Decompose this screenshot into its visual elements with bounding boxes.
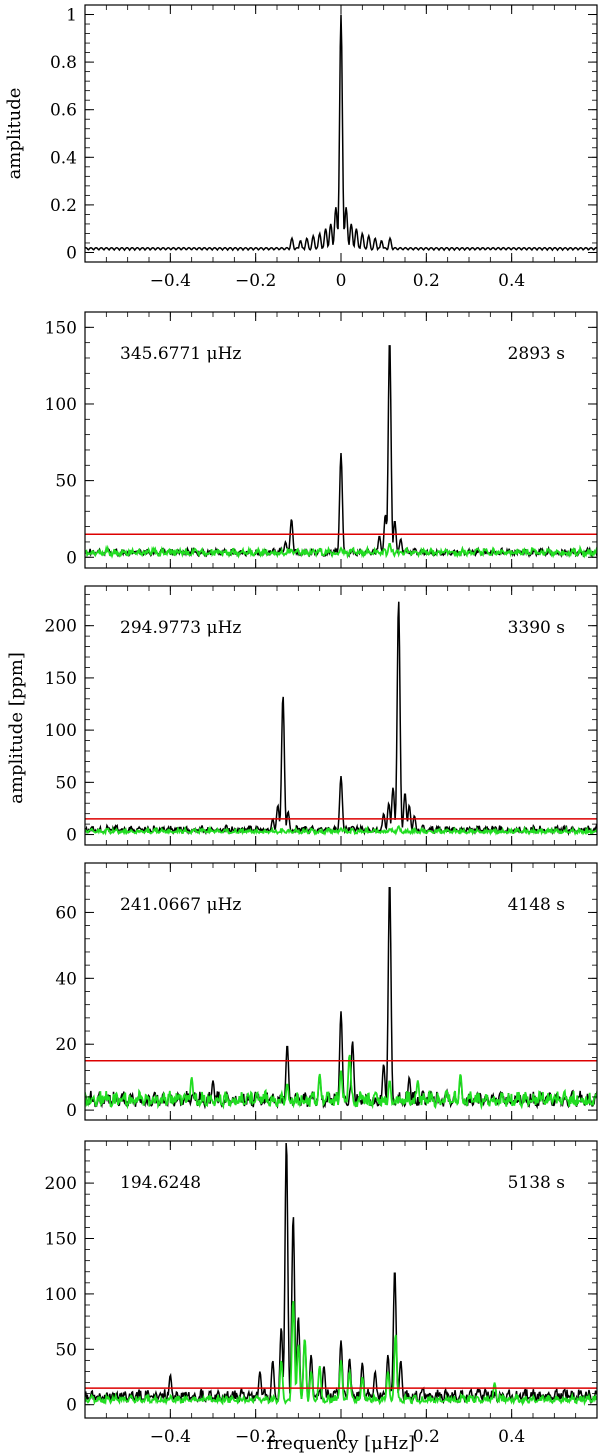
mode-3-residual-line <box>85 1054 597 1111</box>
mode-2-period-label: 3390 s <box>508 618 565 638</box>
x-tick-label: −0.2 <box>235 1427 276 1447</box>
y-tick-label: 150 <box>45 669 77 689</box>
x-tick-label: 0.4 <box>498 1427 525 1447</box>
y-tick-label: 60 <box>55 903 77 923</box>
y-tick-label: 50 <box>55 1340 77 1360</box>
spectral-window-panel: 0 0.2 0.4 0.6 0.8 1 −0.4 −0.2 0 0.2 0.4 amplitude <box>4 4 598 291</box>
y-tick-label: 50 <box>55 472 77 492</box>
mode-1-frequency-label: 345.6771 μHz <box>120 344 241 364</box>
y-tick-label: 200 <box>45 1174 77 1194</box>
mode-2-residual-line <box>85 824 597 836</box>
mode-1-spectrum-line <box>85 345 597 559</box>
y-tick-label: 150 <box>45 1230 77 1250</box>
y-tick-label: 0 <box>66 548 77 568</box>
y-tick-label: 0 <box>66 826 77 846</box>
mode-1-residual-line <box>85 543 597 559</box>
mode-3-panel: 0 20 40 60 241.0667 μHz 4148 s <box>55 862 598 1121</box>
panels: 0 0.2 0.4 0.6 0.8 1 −0.4 −0.2 0 0.2 0.4 amplitude 0 5… <box>4 4 598 1447</box>
y-tick-label: 0 <box>66 243 77 263</box>
y-tick-label: 0 <box>66 1101 77 1121</box>
shared-y-axis-label: amplitude [ppm] <box>6 652 27 804</box>
mode-2-panel: 0 50 100 150 200 294.9773 μHz 3390 s <box>45 585 598 846</box>
x-axis-label: frequency [μHz] <box>267 1433 415 1454</box>
mode-3-period-label: 4148 s <box>508 895 565 915</box>
y-tick-label: 40 <box>55 969 77 989</box>
mode-2-frequency-label: 294.9773 μHz <box>120 618 241 638</box>
spectral-window-spectrum-line <box>85 14 597 252</box>
y-tick-label: 200 <box>45 617 77 637</box>
y-tick-label: 0.2 <box>50 196 77 216</box>
y-tick-label: 100 <box>45 1285 77 1305</box>
y-tick-label: 1 <box>66 6 77 26</box>
y-tick-label: 0.6 <box>50 101 77 121</box>
mode-4-panel: 0 50 100 150 200 −0.4 −0.2 0 0.2 0.4 194.6248 5138 … <box>45 1140 598 1447</box>
mode-4-frequency-label: 194.6248 <box>120 1173 201 1193</box>
y-tick-label: 50 <box>55 773 77 793</box>
x-tick-label: 0.2 <box>413 271 440 291</box>
y-tick-label: 100 <box>45 721 77 741</box>
mode-4-period-label: 5138 s <box>508 1173 565 1193</box>
top-y-axis-label: amplitude <box>4 88 25 180</box>
y-tick-label: 0.4 <box>50 148 77 168</box>
mode-4-spectrum-line <box>85 1142 597 1405</box>
mode-1-panel: 0 50 100 150 345.6771 μHz 2893 s <box>45 311 598 569</box>
x-tick-label: 0.4 <box>498 271 525 291</box>
y-tick-label: 0.8 <box>50 53 77 73</box>
x-tick-label: 0 <box>336 1427 347 1447</box>
y-tick-label: 0 <box>66 1396 77 1416</box>
x-tick-label: −0.4 <box>150 271 191 291</box>
mode-4-residual-line <box>85 1300 597 1407</box>
y-tick-label: 150 <box>45 318 77 338</box>
x-tick-label: −0.2 <box>235 271 276 291</box>
x-tick-label: 0 <box>336 271 347 291</box>
x-tick-label: 0.2 <box>413 1427 440 1447</box>
mode-3-frequency-label: 241.0667 μHz <box>120 895 241 915</box>
x-tick-label: −0.4 <box>150 1427 191 1447</box>
y-tick-label: 100 <box>45 395 77 415</box>
y-tick-label: 20 <box>55 1035 77 1055</box>
mode-1-period-label: 2893 s <box>508 344 565 364</box>
